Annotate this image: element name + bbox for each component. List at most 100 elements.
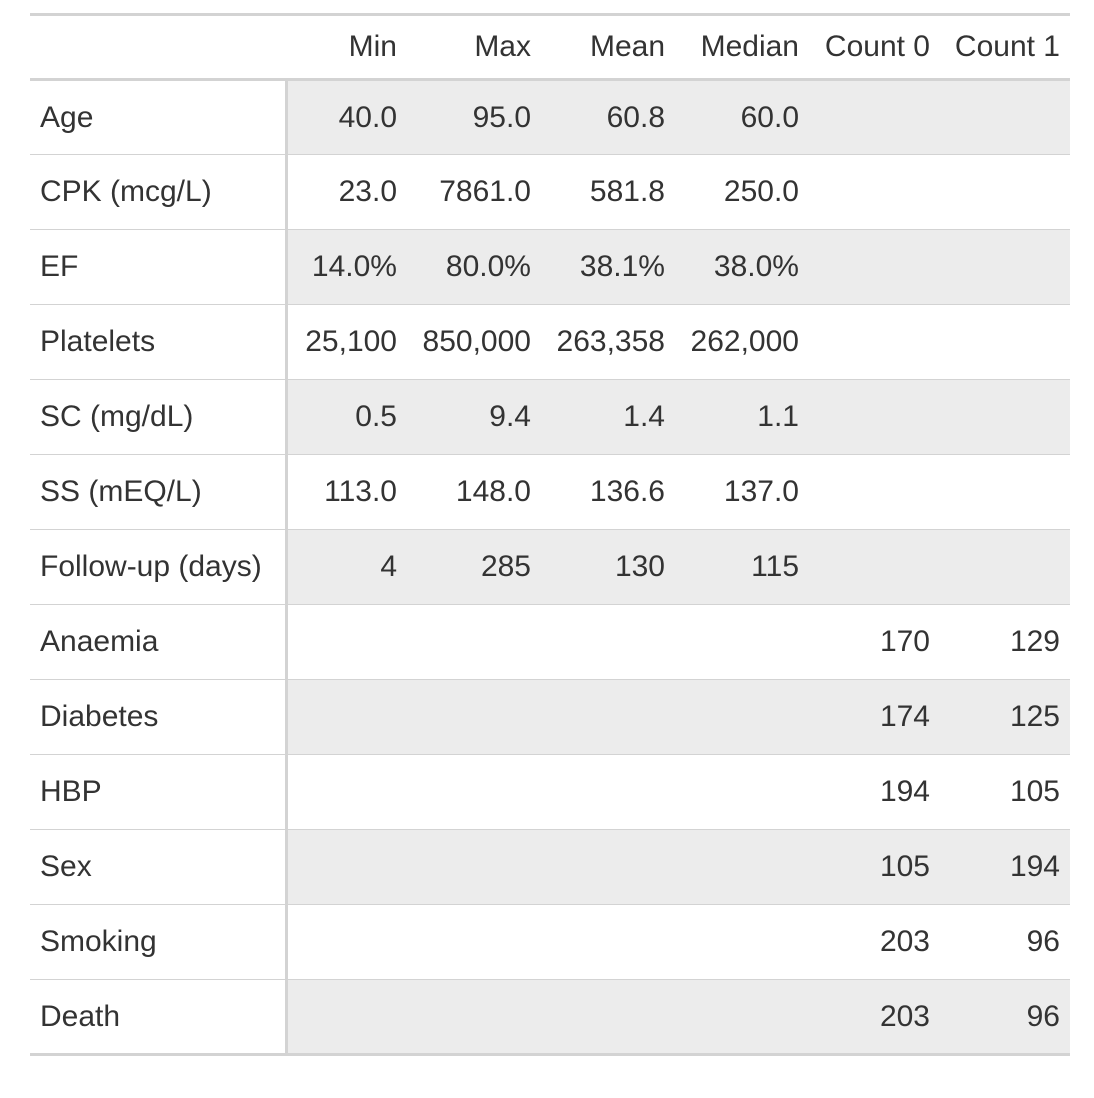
- table-row: Sex 105 194: [30, 829, 1070, 905]
- cell-mean: [541, 980, 675, 1055]
- cell-count-1: [940, 380, 1070, 455]
- cell-count-0: [809, 455, 940, 530]
- row-label: Smoking: [30, 904, 288, 980]
- header-median: Median: [700, 30, 799, 63]
- cell-median: 1.1: [757, 400, 799, 433]
- cell-median: 60.0: [740, 100, 799, 134]
- header-row: Min Max Mean Median Count 0 Count 1: [30, 14, 1070, 80]
- cell-mean: [541, 605, 675, 680]
- row-label: Diabetes: [30, 679, 288, 755]
- cell-count-1: 125: [1009, 700, 1060, 733]
- cell-max: [407, 605, 541, 680]
- header-mean: Mean: [589, 30, 665, 63]
- row-label: HBP: [30, 754, 288, 830]
- cell-max: 148.0: [455, 475, 531, 508]
- cell-mean: 130: [614, 550, 665, 583]
- cell-median: 137.0: [723, 475, 799, 508]
- header-count-1: Count 1: [954, 30, 1060, 63]
- cell-max: [407, 905, 541, 980]
- cell-count-0: 203: [879, 925, 930, 958]
- row-label: CPK (mcg/L): [30, 154, 288, 230]
- cell-min: 4: [380, 550, 397, 583]
- table-row: HBP 194 105: [30, 754, 1070, 830]
- cell-max: [407, 980, 541, 1055]
- cell-count-0: [809, 80, 940, 155]
- cell-count-0: [809, 230, 940, 305]
- cell-count-1: [940, 305, 1070, 380]
- cell-min: [286, 905, 407, 980]
- cell-max: [407, 755, 541, 830]
- table-row: Age 40.0 95.0 60.8 60.0: [30, 79, 1070, 155]
- cell-max: [407, 830, 541, 905]
- cell-max: 850,000: [422, 325, 531, 358]
- cell-min: 40.0: [338, 100, 397, 134]
- cell-count-0: 174: [879, 700, 930, 733]
- cell-min: 14.0%: [311, 250, 397, 283]
- cell-count-1: 96: [1026, 999, 1060, 1033]
- table-row: CPK (mcg/L) 23.0 7861.0 581.8 250.0: [30, 154, 1070, 230]
- cell-median: [675, 980, 809, 1055]
- cell-mean: [541, 755, 675, 830]
- cell-mean: 581.8: [589, 175, 665, 208]
- cell-count-1: [940, 230, 1070, 305]
- cell-max: 95.0: [472, 100, 531, 134]
- cell-median: [675, 680, 809, 755]
- row-label: EF: [30, 229, 288, 305]
- cell-median: 115: [751, 550, 799, 583]
- cell-median: 250.0: [723, 175, 799, 208]
- cell-mean: [541, 905, 675, 980]
- cell-median: [675, 905, 809, 980]
- cell-count-1: 105: [1009, 775, 1060, 808]
- row-label: SS (mEQ/L): [30, 454, 288, 530]
- cell-max: 285: [480, 550, 531, 583]
- header-max: Max: [474, 30, 531, 63]
- table-row: Death 203 96: [30, 979, 1070, 1055]
- table-row: Diabetes 174 125: [30, 679, 1070, 755]
- cell-mean: 60.8: [606, 100, 665, 134]
- cell-mean: 1.4: [623, 400, 665, 433]
- cell-mean: 38.1%: [579, 250, 665, 283]
- cell-min: 23.0: [338, 175, 397, 208]
- cell-mean: [541, 680, 675, 755]
- cell-count-0: [809, 305, 940, 380]
- cell-median: [675, 605, 809, 680]
- cell-count-1: 96: [1026, 925, 1060, 958]
- table-row: SS (mEQ/L) 113.0 148.0 136.6 137.0: [30, 454, 1070, 530]
- cell-median: [675, 830, 809, 905]
- row-label: Follow-up (days): [30, 529, 288, 605]
- cell-mean: 263,358: [556, 325, 665, 358]
- table-row: EF 14.0% 80.0% 38.1% 38.0%: [30, 229, 1070, 305]
- cell-min: [286, 830, 407, 905]
- cell-count-1: [940, 530, 1070, 605]
- cell-count-0: [809, 155, 940, 230]
- cell-count-1: [940, 155, 1070, 230]
- table-row: Anaemia 170 129: [30, 604, 1070, 680]
- cell-min: [286, 605, 407, 680]
- cell-max: 9.4: [489, 400, 531, 433]
- cell-count-0: [809, 530, 940, 605]
- header-min: Min: [348, 30, 397, 63]
- summary-statistics-table: Min Max Mean Median Count 0 Count 1 Age 4…: [30, 13, 1070, 1056]
- cell-min: [286, 755, 407, 830]
- header-count-0: Count 0: [824, 30, 930, 63]
- row-label: Platelets: [30, 304, 288, 380]
- cell-count-0: 203: [879, 999, 930, 1033]
- table-row: Smoking 203 96: [30, 904, 1070, 980]
- cell-max: [407, 680, 541, 755]
- cell-count-1: [940, 455, 1070, 530]
- cell-count-1: 194: [1009, 850, 1060, 883]
- row-label: Death: [30, 979, 288, 1055]
- cell-median: 262,000: [690, 325, 799, 358]
- table-row: SC (mg/dL) 0.5 9.4 1.4 1.1: [30, 379, 1070, 455]
- cell-max: 80.0%: [445, 250, 531, 283]
- cell-max: 7861.0: [439, 175, 531, 208]
- cell-mean: [541, 830, 675, 905]
- header-stub: [30, 15, 286, 80]
- cell-median: 38.0%: [713, 250, 799, 283]
- summary-table-container: Min Max Mean Median Count 0 Count 1 Age 4…: [30, 13, 1070, 1056]
- cell-median: [675, 755, 809, 830]
- cell-min: 25,100: [305, 325, 397, 358]
- cell-mean: 136.6: [589, 475, 665, 508]
- cell-min: [286, 680, 407, 755]
- cell-min: 113.0: [324, 475, 397, 508]
